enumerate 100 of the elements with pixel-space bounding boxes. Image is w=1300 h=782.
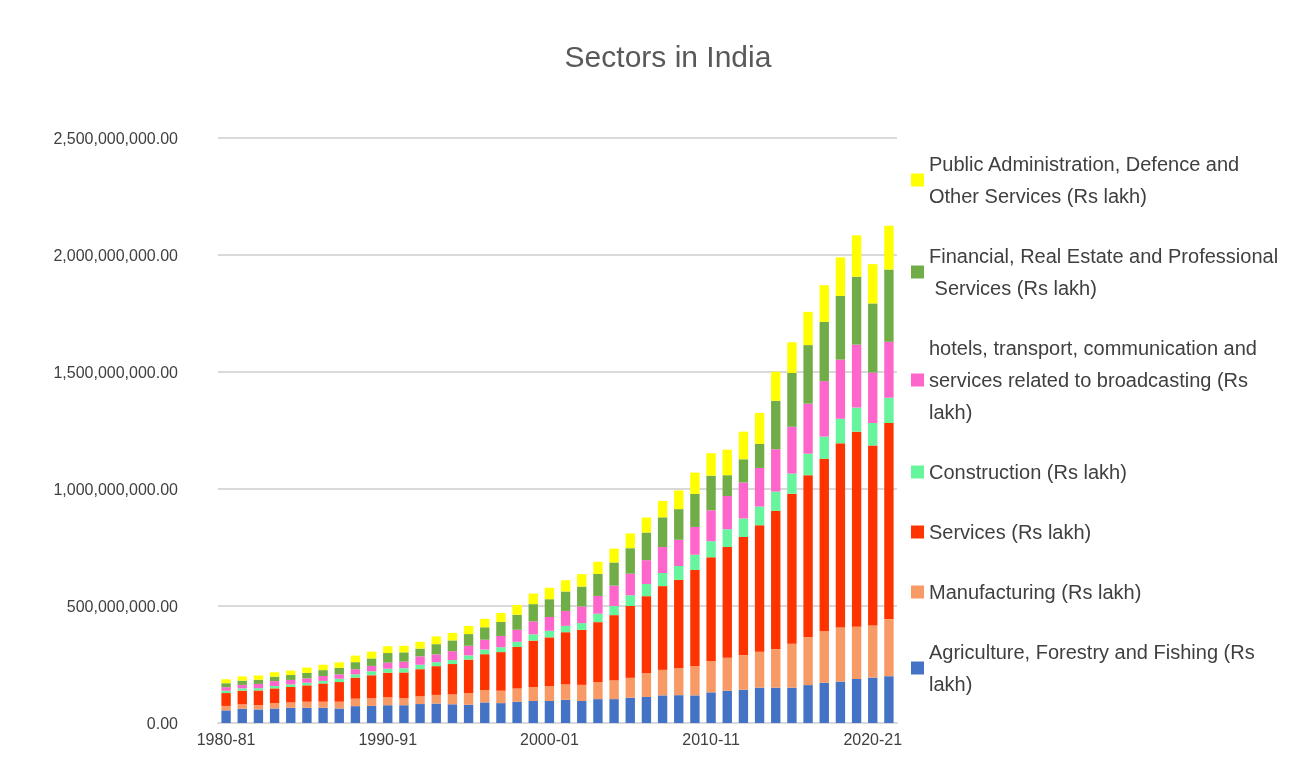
- y-tick-label: 0.00: [146, 714, 179, 732]
- bar: [674, 579, 684, 669]
- bar: [366, 671, 377, 676]
- bar: [577, 606, 587, 624]
- bar: [447, 694, 458, 705]
- bar: [221, 679, 231, 684]
- bar: [544, 617, 555, 631]
- bar: [593, 573, 603, 596]
- bar: [318, 707, 328, 723]
- bar: [754, 687, 765, 723]
- bar: [463, 655, 474, 660]
- bar: [787, 687, 797, 723]
- bar: [286, 686, 296, 703]
- y-tick-label: 500,000,000.00: [66, 597, 179, 615]
- bar: [625, 595, 635, 606]
- bar: [674, 695, 684, 723]
- bar: [286, 707, 296, 723]
- bar: [431, 703, 441, 723]
- bar: [383, 705, 393, 723]
- bar: [431, 636, 441, 645]
- bar: [722, 449, 732, 476]
- bar: [577, 623, 587, 630]
- bar: [868, 445, 878, 626]
- bar: [851, 235, 862, 277]
- bar: [269, 703, 280, 709]
- bar: [835, 627, 846, 682]
- bar: [302, 672, 312, 679]
- bar: [803, 453, 813, 476]
- bar: [383, 668, 393, 673]
- bar: [803, 685, 813, 723]
- bar: [851, 344, 862, 408]
- y-tick-label: 1,500,000,000.00: [53, 363, 179, 381]
- bar: [609, 585, 619, 606]
- bar: [350, 662, 361, 670]
- bar: [221, 705, 231, 711]
- bar: [512, 646, 522, 689]
- bar: [690, 665, 700, 696]
- bar: [577, 574, 587, 587]
- bar: [496, 690, 506, 704]
- bar: [868, 372, 878, 424]
- bar: [253, 683, 264, 689]
- bar: [399, 705, 409, 723]
- bar: [706, 453, 716, 476]
- bar: [415, 664, 425, 670]
- bar: [544, 599, 555, 617]
- bar: [237, 704, 247, 709]
- bar: [819, 321, 829, 382]
- bar: [674, 668, 684, 696]
- bar: [738, 655, 749, 690]
- bar: [835, 257, 846, 296]
- bar: [366, 675, 377, 699]
- bar: [771, 687, 781, 723]
- bar: [641, 673, 652, 698]
- bar: [657, 517, 668, 548]
- bar: [674, 539, 684, 566]
- bar: [253, 679, 264, 684]
- bar: [625, 677, 635, 698]
- bar: [334, 662, 344, 668]
- bar: [868, 264, 878, 304]
- legend-label: hotels, transport, communication and services related to broadcasting (Rs lakh): [929, 337, 1263, 423]
- bar: [334, 708, 344, 723]
- bar: [609, 615, 619, 681]
- bar: [366, 705, 377, 723]
- bar: [269, 708, 280, 723]
- bar: [706, 475, 716, 511]
- bar: [738, 536, 749, 656]
- bar: [528, 687, 538, 701]
- bar: [496, 703, 506, 723]
- bar: [803, 403, 813, 454]
- bar: [253, 675, 264, 680]
- bar: [399, 672, 409, 699]
- bar: [237, 676, 247, 681]
- bar: [366, 698, 377, 706]
- bar: [754, 412, 765, 444]
- bar: [771, 491, 781, 511]
- bar: [480, 690, 490, 703]
- bar: [286, 675, 296, 680]
- bar: [819, 458, 829, 632]
- bar: [835, 295, 846, 360]
- bar: [560, 591, 571, 611]
- bar: [609, 699, 619, 723]
- bar: [593, 595, 603, 614]
- legend-label: Agriculture, Forestry and Fishing (Rs lakh): [929, 641, 1261, 695]
- bar: [577, 684, 587, 701]
- bar: [835, 681, 846, 723]
- bar: [560, 610, 571, 626]
- bar: [641, 560, 652, 584]
- bar: [690, 695, 700, 723]
- bar: [302, 667, 312, 673]
- bar: [334, 674, 344, 679]
- bar: [383, 697, 393, 706]
- bar: [366, 658, 377, 666]
- bar: [625, 573, 635, 596]
- bar: [350, 674, 361, 678]
- bar: [706, 557, 716, 661]
- bar: [463, 704, 474, 723]
- bar: [318, 683, 328, 702]
- bar: [431, 666, 441, 695]
- bar: [544, 686, 555, 701]
- bar: [787, 426, 797, 474]
